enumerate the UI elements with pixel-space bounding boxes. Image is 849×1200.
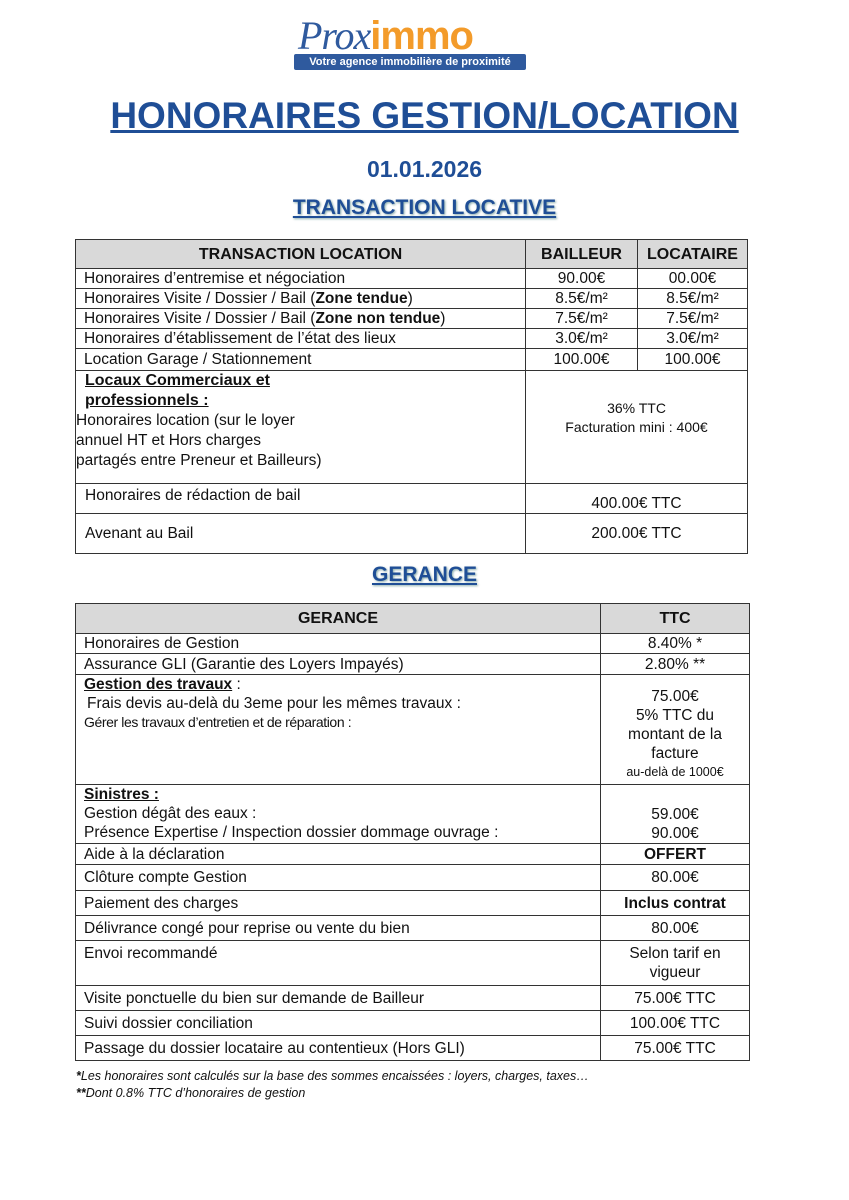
row-label: Visite ponctuelle du bien sur demande de… (75, 985, 601, 1011)
bailleur-value: 8.5€/m² (525, 288, 638, 309)
row-value: 2.80% ** (600, 653, 750, 675)
row-label: Honoraires Visite / Dossier / Bail (Zone… (75, 288, 526, 309)
table-row: Honoraires de rédaction de bail 400.00€ T… (75, 483, 748, 514)
gerance-table: GERANCE TTC Honoraires de Gestion 8.40% * … (75, 603, 750, 1061)
row-label: Locaux Commerciaux et professionnels : H… (75, 370, 526, 484)
logo-part1: Prox (298, 13, 371, 58)
table-row: Aide à la déclaration OFFERT (75, 843, 750, 865)
bailleur-value: 100.00€ (525, 348, 638, 371)
col-header: LOCATAIRE (637, 239, 748, 269)
table-row: Passage du dossier locataire au contenti… (75, 1035, 750, 1061)
row-label: Passage du dossier locataire au contenti… (75, 1035, 601, 1061)
row-label: Envoi recommandé (75, 940, 601, 986)
section-title-transaction: TRANSACTION LOCATIVE (292, 196, 557, 219)
locataire-value: 100.00€ (637, 348, 748, 371)
row-label: Honoraires de rédaction de bail (75, 483, 526, 514)
row-value: 100.00€ TTC (600, 1010, 750, 1036)
table-row: Envoi recommandé Selon tarif en vigueur (75, 940, 750, 986)
locataire-value: 8.5€/m² (637, 288, 748, 309)
table-row-travaux: Gestion des travaux : Frais devis au-delà… (75, 674, 750, 785)
row-value: 75.00€ TTC (600, 985, 750, 1011)
section-title-gerance: GERANCE (371, 563, 477, 586)
footnote-2: **Dont 0.8% TTC d’honoraires de gestion (76, 1086, 306, 1100)
table-row: Honoraires d’établissement de l’état des… (75, 328, 748, 349)
table-row: Clôture compte Gestion 80.00€ (75, 864, 750, 891)
table-row: Suivi dossier conciliation 100.00€ TTC (75, 1010, 750, 1036)
bailleur-value: 7.5€/m² (525, 308, 638, 329)
table-row: Honoraires Visite / Dossier / Bail (Zone… (75, 308, 748, 329)
table-row: Location Garage / Stationnement 100.00€ 10… (75, 348, 748, 371)
row-label: Assurance GLI (Garantie des Loyers Impay… (75, 653, 601, 675)
page-title: HONORAIRES GESTION/LOCATION (110, 95, 739, 136)
locaux-value: 36% TTC Facturation mini : 400€ (525, 370, 748, 484)
row-value: 200.00€ TTC (525, 513, 748, 554)
row-value: Inclus contrat (600, 890, 750, 916)
col-header: TRANSACTION LOCATION (75, 239, 526, 269)
row-value: 8.40% * (600, 633, 750, 654)
row-label: Gestion des travaux : Frais devis au-delà… (75, 674, 601, 785)
row-label: Clôture compte Gestion (75, 864, 601, 891)
logo-part2: immo (370, 14, 474, 58)
row-value: Selon tarif en vigueur (600, 940, 750, 986)
col-header: GERANCE (75, 603, 601, 634)
row-value: 59.00€ 90.00€ (600, 784, 750, 844)
table-row: Avenant au Bail 200.00€ TTC (75, 513, 748, 554)
bailleur-value: 3.0€/m² (525, 328, 638, 349)
date: 01.01.2026 (366, 156, 483, 182)
row-value: 80.00€ (600, 915, 750, 941)
locataire-value: 00.00€ (637, 268, 748, 289)
row-label: Location Garage / Stationnement (75, 348, 526, 371)
table-row-sinistres: Sinistres : Gestion dégât des eaux : Prése… (75, 784, 750, 844)
row-label: Sinistres : Gestion dégât des eaux : Prése… (75, 784, 601, 844)
table-row: Honoraires d’entremise et négociation 90.… (75, 268, 748, 289)
row-label: Avenant au Bail (75, 513, 526, 554)
table-row: Paiement des charges Inclus contrat (75, 890, 750, 916)
row-value: 75.00€ TTC (600, 1035, 750, 1061)
table-row: Honoraires de Gestion 8.40% * (75, 633, 750, 654)
row-value: OFFERT (600, 843, 750, 865)
table-row: Honoraires Visite / Dossier / Bail (Zone… (75, 288, 748, 309)
table-row: Délivrance congé pour reprise ou vente d… (75, 915, 750, 941)
row-label: Honoraires de Gestion (75, 633, 601, 654)
row-label: Délivrance congé pour reprise ou vente d… (75, 915, 601, 941)
table-row: Visite ponctuelle du bien sur demande de… (75, 985, 750, 1011)
table-row-locaux: Locaux Commerciaux et professionnels : H… (75, 370, 748, 484)
row-value: 75.00€ 5% TTC du montant de la facture au-… (600, 674, 750, 785)
row-label: Paiement des charges (75, 890, 601, 916)
logo-tagline: Votre agence immobilière de proximité (294, 54, 526, 70)
row-label: Honoraires d’établissement de l’état des… (75, 328, 526, 349)
col-header: BAILLEUR (525, 239, 638, 269)
transaction-table: TRANSACTION LOCATION BAILLEUR LOCATAIRE … (75, 239, 748, 554)
bailleur-value: 90.00€ (525, 268, 638, 289)
footnotes: *Les honoraires sont calculés sur la bas… (76, 1068, 589, 1102)
footnote-1: *Les honoraires sont calculés sur la bas… (76, 1069, 589, 1083)
table-row: Assurance GLI (Garantie des Loyers Impay… (75, 653, 750, 675)
row-label: Aide à la déclaration (75, 843, 601, 865)
locataire-value: 3.0€/m² (637, 328, 748, 349)
row-label: Honoraires Visite / Dossier / Bail (Zone… (75, 308, 526, 329)
row-label: Suivi dossier conciliation (75, 1010, 601, 1036)
row-value: 400.00€ TTC (525, 483, 748, 514)
locataire-value: 7.5€/m² (637, 308, 748, 329)
proximmo-logo: Proximmo Votre agence immobilière de pro… (294, 14, 528, 72)
row-label: Honoraires d’entremise et négociation (75, 268, 526, 289)
row-value: 80.00€ (600, 864, 750, 891)
col-header: TTC (600, 603, 750, 634)
